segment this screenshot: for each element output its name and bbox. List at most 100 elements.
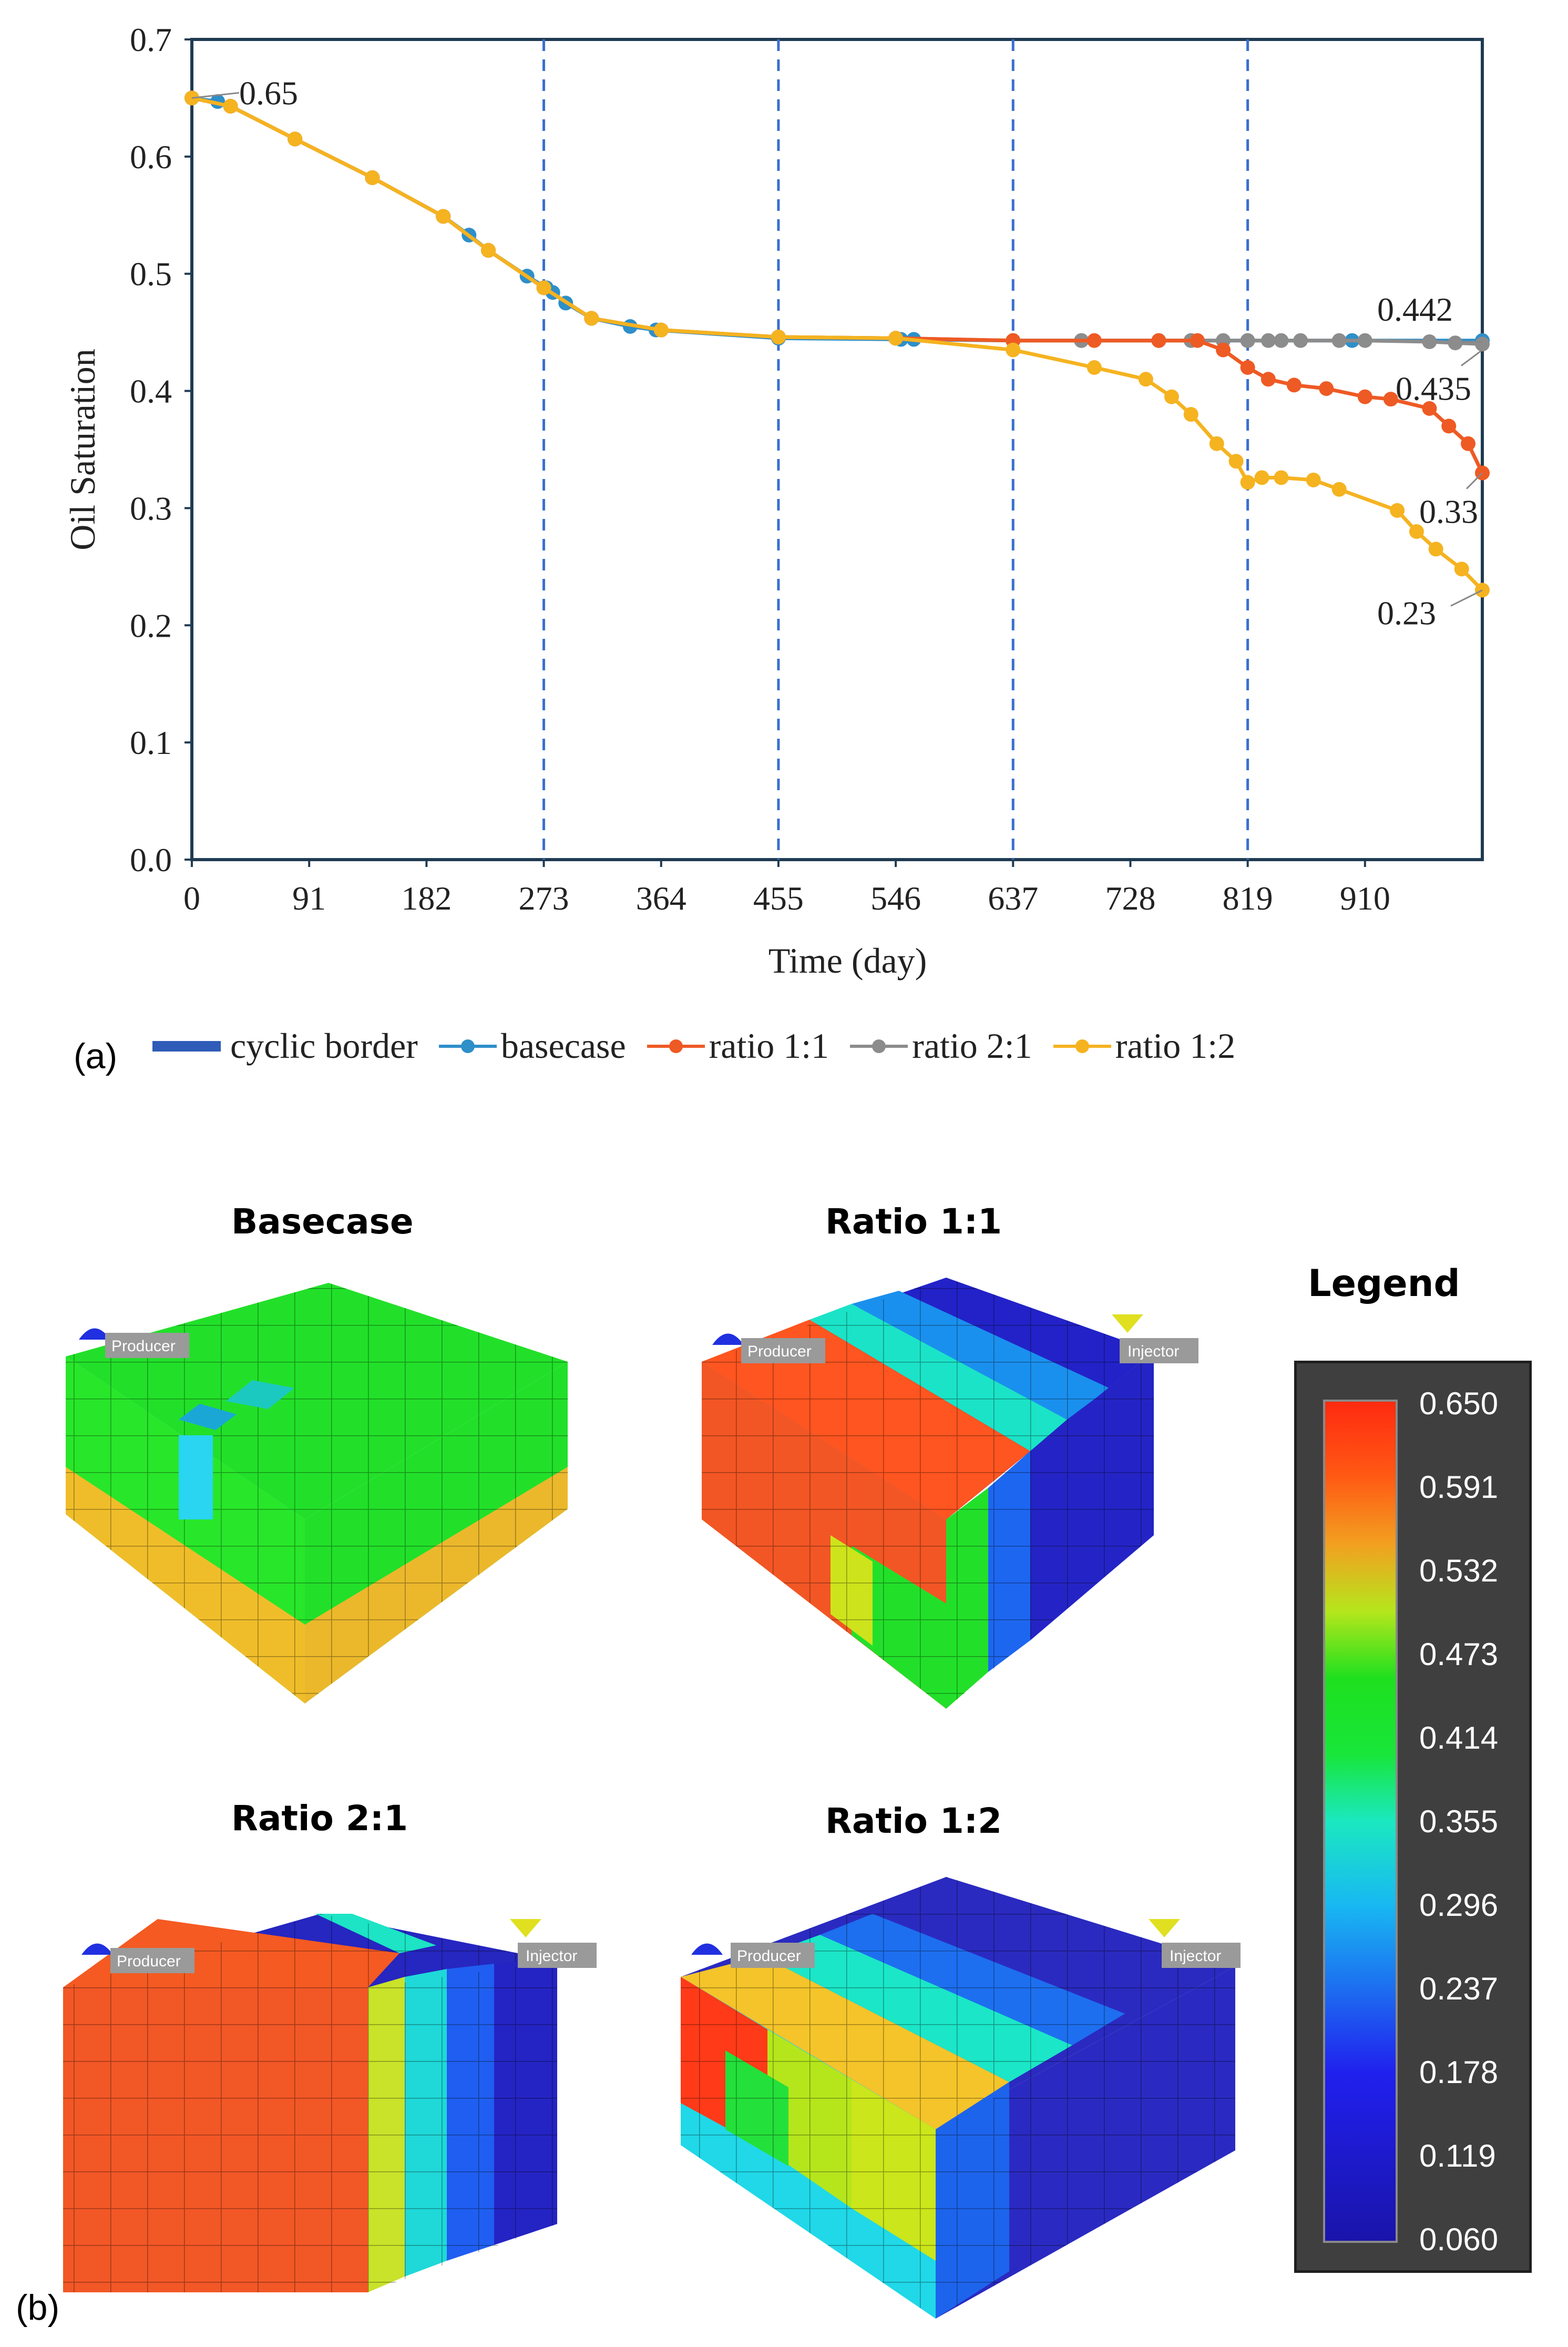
colorbar-tick-0: 0.650 [1419, 1386, 1499, 1421]
annotation-3: 0.33 [1419, 493, 1478, 530]
point-ratio-1-1-14 [1190, 333, 1205, 348]
point-ratio-1-2-14 [1164, 389, 1179, 404]
producer-label-ratio-2-1: Producer [117, 1953, 181, 1970]
colorbar-tick-9: 0.119 [1419, 2138, 1496, 2173]
point-ratio-1-1-23 [1441, 419, 1457, 434]
point-ratio-1-2-21 [1306, 472, 1321, 487]
injector-well-ratio-1-2: Injector [1149, 1919, 1241, 1968]
colorbar-tick-6: 0.296 [1419, 1887, 1499, 1923]
y-axis-label: Oil Saturation [63, 349, 103, 550]
legend-label-ratio-1-1: ratio 1:1 [709, 1026, 829, 1066]
point-ratio-1-2-11 [1006, 342, 1021, 358]
colorbar-tick-2: 0.532 [1419, 1553, 1499, 1588]
producer-well-ratio-1-1: Producer [712, 1333, 825, 1363]
legend-item-basecase: basecase [438, 1025, 626, 1067]
colorbar-tick-1: 0.591 [1419, 1470, 1499, 1505]
colorbar-title: Legend [1308, 1262, 1460, 1305]
point-ratio-1-2-13 [1138, 372, 1153, 387]
point-ratio-1-1-24 [1461, 436, 1476, 451]
legend-label-basecase: basecase [500, 1026, 626, 1066]
plot-area [190, 38, 1484, 861]
point-ratio-1-2-25 [1428, 542, 1443, 557]
chart-legend: cyclic border basecase ratio 1:1 ratio 2… [152, 1025, 1235, 1067]
producer-well-ratio-1-2: Producer [691, 1943, 815, 1968]
series-line-ratio-1-2 [191, 96, 1484, 591]
point-ratio-1-1-17 [1260, 372, 1276, 387]
x-tick-label-4: 364 [636, 880, 686, 917]
point-ratio-1-2-19 [1254, 470, 1269, 485]
block-title-ratio-2-1: Ratio 2:1 [231, 1798, 408, 1839]
y-tick-label-5: 0.5 [130, 256, 172, 293]
point-ratio-2-1-24 [1475, 336, 1490, 352]
point-ratio-1-1-22 [1422, 401, 1437, 416]
point-ratio-2-1-17 [1260, 333, 1276, 348]
x-tick-label-8: 728 [1105, 880, 1155, 917]
legend-item-ratio-1-2: ratio 1:2 [1053, 1025, 1235, 1067]
producer-label-basecase: Producer [111, 1338, 176, 1355]
point-ratio-1-1-20 [1357, 389, 1372, 404]
point-ratio-1-2-5 [481, 243, 496, 258]
block-title-ratio-1-2: Ratio 1:2 [825, 1801, 1002, 1841]
point-ratio-1-2-18 [1240, 475, 1255, 490]
block-title-basecase: Basecase [231, 1201, 414, 1242]
point-ratio-1-1-13 [1151, 333, 1166, 348]
point-ratio-1-1-15 [1216, 342, 1231, 358]
y-tick-label-3: 0.3 [130, 489, 172, 527]
annotation-leader-3 [1465, 472, 1483, 489]
legend-item-ratio-1-1: ratio 1:1 [647, 1025, 829, 1067]
point-ratio-1-2-1 [223, 99, 238, 114]
x-tick-label-10: 910 [1340, 880, 1390, 917]
x-tick-label-0: 0 [183, 880, 200, 917]
annotation-2: 0.435 [1396, 370, 1471, 407]
point-ratio-1-2-17 [1228, 454, 1244, 469]
point-ratio-1-2-16 [1209, 436, 1224, 451]
colorbar-tick-4: 0.414 [1419, 1720, 1499, 1756]
producer-label-ratio-1-1: Producer [747, 1343, 812, 1360]
y-tick-label-2: 0.2 [130, 607, 172, 644]
colorbar-tick-5: 0.355 [1419, 1804, 1499, 1839]
legend-label-ratio-2-1: ratio 2:1 [912, 1026, 1032, 1066]
point-ratio-1-2-15 [1183, 407, 1198, 422]
point-ratio-1-2-10 [888, 331, 904, 346]
injector-label-ratio-1-2: Injector [1170, 1947, 1221, 1965]
point-ratio-2-1-18 [1274, 333, 1289, 348]
point-ratio-2-1-23 [1448, 335, 1463, 351]
annotation-1: 0.442 [1377, 291, 1453, 328]
colorbar-gradient [1323, 1400, 1398, 2243]
x-tick-label-2: 182 [401, 880, 452, 917]
legend-swatch-ratio-1-2 [1053, 1039, 1111, 1053]
y-tick-label-6: 0.6 [130, 138, 172, 176]
legend-swatch-ratio-1-1 [647, 1039, 705, 1053]
point-ratio-1-2-24 [1409, 524, 1424, 539]
point-ratio-1-1-19 [1319, 381, 1334, 396]
x-tick-label-7: 637 [988, 880, 1038, 917]
injector-well-ratio-2-1: Injector [510, 1919, 597, 1968]
legend-swatch-ratio-2-1 [850, 1039, 908, 1053]
producer-well-ratio-2-1: Producer [81, 1943, 194, 1973]
x-axis-label: Time (day) [768, 941, 927, 981]
y-tick-label-7: 0.7 [130, 21, 172, 58]
x-tick-label-6: 546 [870, 880, 921, 917]
point-ratio-1-2-9 [771, 330, 786, 345]
block-title-ratio-1-1: Ratio 1:1 [825, 1201, 1002, 1242]
point-ratio-1-1-21 [1383, 392, 1398, 407]
point-ratio-1-2-4 [436, 209, 451, 224]
point-ratio-1-2-3 [365, 170, 380, 185]
legend-item-ratio-2-1: ratio 2:1 [850, 1025, 1032, 1067]
producer-label-ratio-1-2: Producer [737, 1947, 801, 1965]
point-ratio-2-1-21 [1357, 333, 1372, 348]
point-ratio-1-2-23 [1390, 503, 1405, 518]
producer-well-basecase: Producer [79, 1328, 189, 1358]
point-ratio-2-1-20 [1331, 333, 1347, 348]
colorbar-tick-8: 0.178 [1419, 2055, 1499, 2090]
annotation-leader-0 [191, 91, 240, 99]
point-ratio-1-2-20 [1274, 470, 1289, 485]
x-tick-label-9: 819 [1223, 880, 1273, 917]
block-ratio-1-1 [702, 1278, 1154, 1709]
annotation-leader-2 [1461, 349, 1483, 366]
point-ratio-1-2-2 [288, 131, 303, 147]
annotation-4: 0.23 [1377, 594, 1436, 631]
point-ratio-2-1-19 [1293, 333, 1308, 348]
point-ratio-1-2-12 [1087, 360, 1102, 375]
